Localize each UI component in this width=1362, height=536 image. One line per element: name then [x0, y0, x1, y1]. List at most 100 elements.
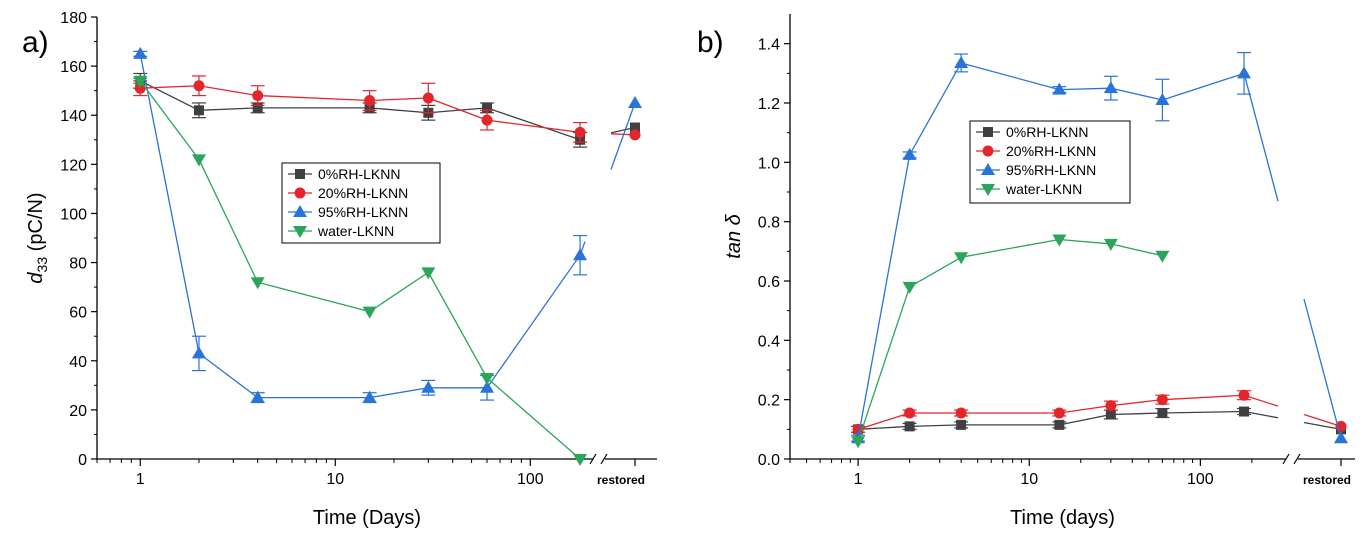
legend-entry-label: 95%RH-LKNN [1006, 162, 1096, 178]
data-point [1052, 234, 1067, 247]
data-point [1155, 93, 1170, 106]
series-line-segment [909, 62, 962, 156]
series-line-segment [909, 424, 962, 428]
data-point [1156, 394, 1168, 406]
data-point [573, 248, 588, 261]
data-point [954, 55, 969, 68]
data-point [1155, 250, 1170, 263]
series-line-segment [139, 80, 200, 111]
data-point [1103, 238, 1118, 251]
series-line-segment [610, 102, 636, 170]
x-tick-label: 1 [136, 471, 145, 488]
y-tick-label: 1.0 [758, 155, 780, 172]
x-tick-label-restored: restored [597, 473, 645, 487]
legend-marker [294, 187, 306, 199]
legend-marker [981, 184, 995, 196]
series-line-segment [960, 62, 1060, 91]
panel-label: b) [697, 26, 724, 59]
data-point [191, 154, 206, 167]
panel-b-chart: 0.0 0.2 0.4 0.6 0.8 1.0 1.2 1.4 1 10 100 restored Ti… [697, 14, 1355, 529]
x-tick-label-restored: restored [1303, 473, 1351, 487]
data-point [851, 436, 866, 449]
data-point [191, 346, 206, 359]
series-line-segment [369, 387, 429, 399]
data-point [573, 454, 588, 466]
data-point [364, 94, 376, 106]
data-point [955, 407, 967, 419]
legend: 0%RH-LKNN 20%RH-LKNN 95%RH-LKNN water-LKNN [281, 162, 441, 244]
legend-entry-label: water-LKNN [1005, 181, 1082, 197]
series-line-segment [1243, 73, 1279, 202]
y-axis-title-main: tan δ [723, 213, 745, 258]
y-tick-label: 1.2 [758, 96, 780, 113]
data-point [1238, 389, 1250, 401]
data-point [133, 46, 148, 59]
series-20RH [133, 75, 641, 143]
series-0RH [851, 406, 1346, 435]
series-line-segment [369, 107, 429, 114]
panel-label: a) [22, 26, 49, 59]
series-water [133, 75, 588, 466]
series-line-segment [857, 286, 911, 442]
series-line-segment [1303, 298, 1342, 439]
series-line-segment [858, 425, 910, 430]
data-point [480, 372, 495, 385]
series-line-segment [961, 238, 1060, 258]
series-line-segment [1162, 410, 1245, 414]
series-20RH [851, 389, 1347, 435]
series-line-segment [857, 154, 911, 439]
data-point [480, 380, 495, 393]
series-line-segment [486, 107, 581, 141]
series-line-segment [257, 281, 370, 313]
data-point [1334, 431, 1348, 444]
series-line-segment [1243, 394, 1279, 407]
data-point [252, 102, 263, 113]
data-point [250, 277, 265, 290]
series-95RH [851, 51, 1348, 444]
data-point [422, 92, 434, 104]
series-line-segment [486, 119, 581, 134]
data-point [954, 252, 969, 265]
axis-break-mark [589, 453, 597, 465]
y-tick-label: 160 [60, 59, 87, 76]
y-tick-label: 1.4 [758, 37, 780, 54]
series-line-segment [1110, 412, 1163, 416]
series-line-segment [198, 159, 259, 283]
legend-entry-label: 0%RH-LKNN [318, 166, 400, 182]
panel-a-chart: 0 20 40 60 80 100 120 140 160 180 1 10 100 restored Ti… [22, 10, 657, 529]
data-point [902, 147, 917, 160]
series-line-segment [1059, 87, 1111, 91]
series-0RH [133, 72, 640, 148]
y-axis-title: tan δ [723, 213, 745, 258]
data-point [421, 267, 436, 280]
series-line-segment [1243, 410, 1279, 419]
x-axis-title: Time (Days) [313, 507, 421, 529]
series-line-segment [140, 85, 199, 89]
y-axis-title-unit: (pC/N) [25, 192, 47, 256]
data-point [1105, 400, 1117, 412]
series-line-segment [1059, 413, 1112, 426]
data-point [902, 281, 917, 294]
series-line-segment [139, 53, 200, 354]
y-tick-label: 40 [69, 354, 87, 371]
x-tick-label: 100 [1187, 471, 1214, 488]
data-point [481, 114, 493, 126]
series-line-segment [428, 97, 488, 121]
y-axis-title: d33 (pC/N) [25, 192, 50, 283]
data-point [193, 80, 205, 92]
series-line-segment [1110, 87, 1163, 101]
series-line-segment [1059, 238, 1111, 245]
y-tick-label: 20 [69, 403, 87, 420]
series-line-segment [427, 272, 488, 379]
data-point [629, 129, 641, 141]
data-point [1052, 82, 1067, 95]
data-point [362, 390, 377, 403]
x-tick-label: 10 [1020, 471, 1038, 488]
series-line-segment [1303, 421, 1342, 430]
series-line-segment [486, 377, 581, 460]
x-tick-label: 100 [517, 471, 544, 488]
series-line-segment [369, 271, 429, 313]
data-point [362, 306, 377, 319]
axis-break-mark [1282, 453, 1290, 465]
data-point [1239, 406, 1250, 417]
